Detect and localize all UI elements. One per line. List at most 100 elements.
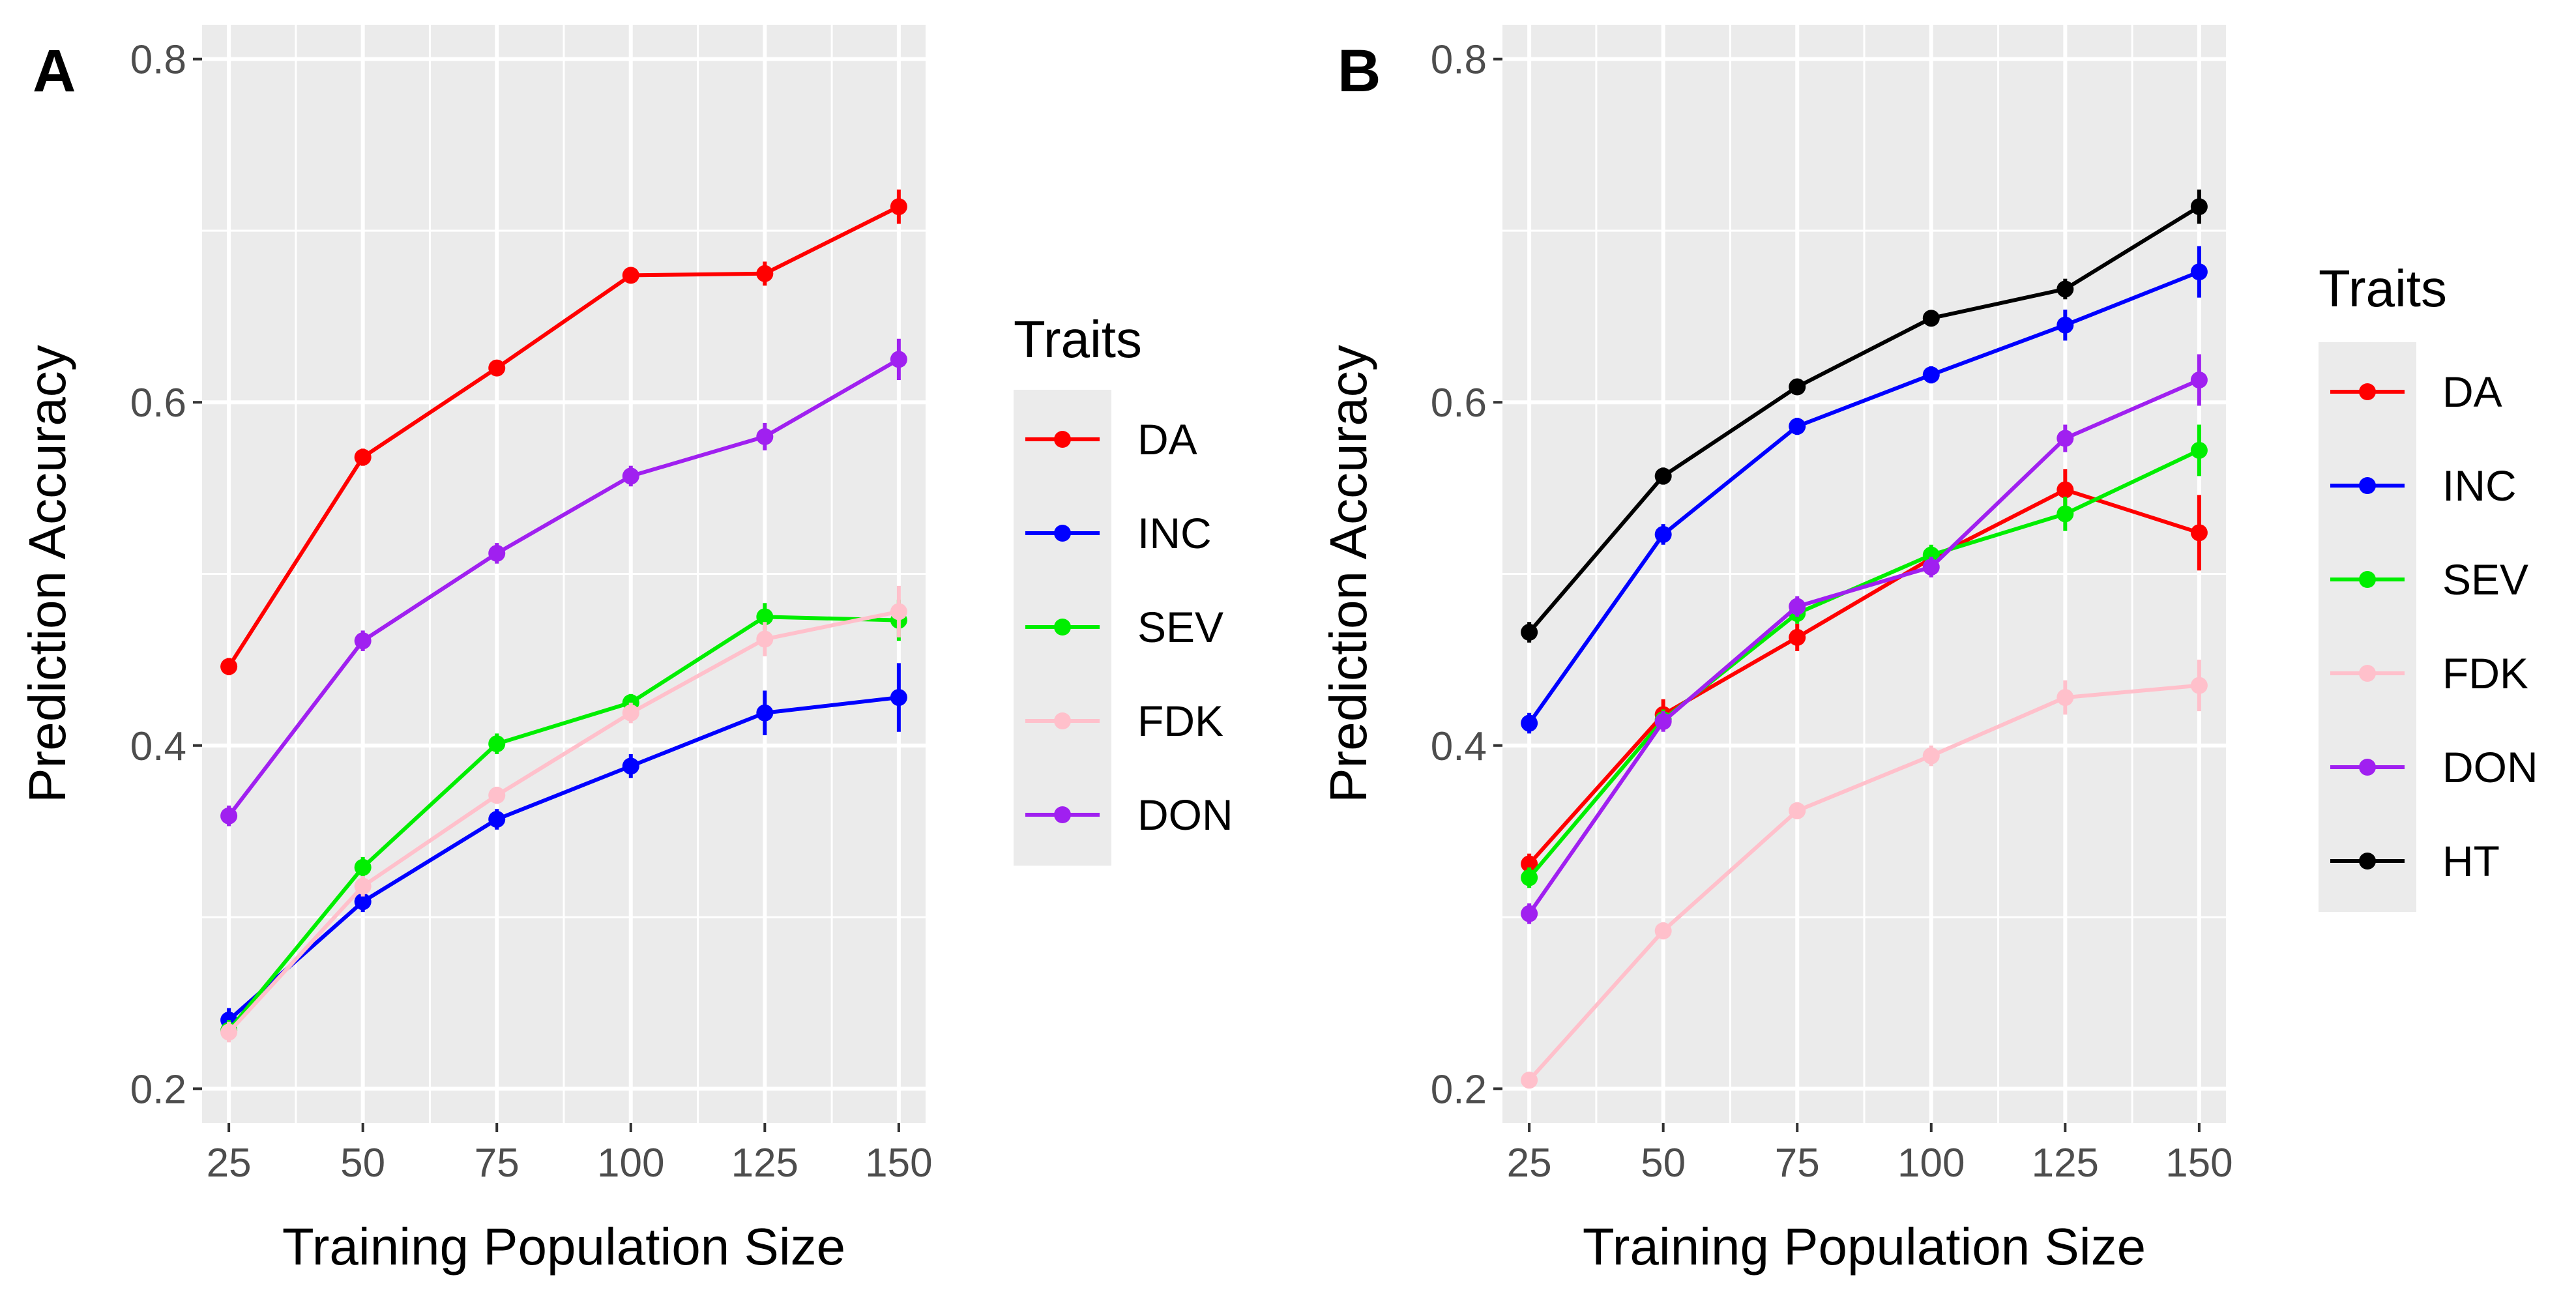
series-line-inc [1527, 270, 2200, 725]
y-tick-label: 0.2 [1431, 1067, 1487, 1112]
legend: Traits DA INC SEV FDK DON [1014, 310, 1233, 866]
data-point [890, 351, 907, 368]
data-point [354, 858, 372, 876]
x-tick-label: 100 [597, 1141, 664, 1186]
legend-label-sev: SEV [2442, 555, 2528, 604]
data-point [756, 704, 774, 722]
data-point [1521, 869, 1538, 886]
x-tick-label: 150 [2165, 1141, 2232, 1186]
series-line-don [1527, 378, 2201, 915]
x-tick-label: 50 [1641, 1141, 1686, 1186]
data-point [1654, 922, 1672, 940]
data-point [354, 632, 372, 650]
x-tick-label: 75 [475, 1141, 520, 1186]
panel-a: 0.2 0.4 0.6 0.8 25 50 75 100 125 150 Training Popu… [18, 25, 1233, 1276]
y-tick-label: 0.8 [1431, 38, 1487, 83]
series-inc [220, 663, 907, 1032]
legend-key-background [2319, 342, 2416, 912]
data-point [1654, 525, 1672, 543]
series-da [220, 189, 907, 675]
data-point [2190, 263, 2208, 281]
y-tick-label: 0.4 [1431, 724, 1487, 769]
data-point [1521, 905, 1538, 922]
series-ht [1521, 189, 2208, 643]
y-tick-label: 0.8 [130, 38, 186, 83]
legend: Traits DA INC SEV FDK DON HT [2319, 259, 2538, 912]
x-axis-title: Training Population Size [282, 1218, 845, 1276]
data-point [2190, 441, 2208, 459]
series-line-fdk [227, 609, 900, 1034]
legend-label-don: DON [1137, 791, 1233, 839]
x-tick-label: 75 [1775, 1141, 1820, 1186]
legend-label-da: DA [1137, 415, 1197, 463]
data-point [354, 448, 372, 466]
data-point [2056, 481, 2074, 499]
data-point [890, 198, 907, 216]
data-point [622, 467, 639, 485]
data-point [488, 359, 506, 377]
legend-label-don: DON [2442, 743, 2538, 791]
x-tick-label: 50 [340, 1141, 385, 1186]
legend-label-fdk: FDK [1137, 697, 1223, 745]
legend-key-point [2359, 759, 2376, 776]
data-point [1654, 712, 1672, 730]
series-line-da [227, 205, 900, 668]
data-point [1789, 418, 1806, 435]
series-fdk [1521, 660, 2208, 1089]
series-fdk [220, 585, 907, 1043]
data-point [488, 735, 506, 753]
data-point [756, 428, 774, 445]
x-axis-title: Training Population Size [1583, 1218, 2146, 1276]
x-tick-label: 125 [2032, 1141, 2099, 1186]
data-point [756, 608, 774, 626]
series-line-don [227, 357, 900, 817]
data-point [1922, 366, 1940, 384]
series-don [220, 338, 907, 826]
legend-key-point [2359, 383, 2376, 400]
data-point [1521, 624, 1538, 641]
series-line-da [1527, 488, 2200, 866]
legend-key-point [1054, 525, 1071, 542]
series-line-inc [227, 695, 900, 1022]
y-axis-title: Prediction Accuracy [18, 345, 76, 803]
legend-label-fdk: FDK [2442, 649, 2528, 697]
legend-key-point [2359, 665, 2376, 682]
data-point [354, 893, 372, 911]
legend-label-da: DA [2442, 368, 2502, 416]
data-point [1789, 628, 1806, 646]
legend-key-point [1054, 619, 1071, 636]
data-point [756, 265, 774, 282]
data-point [1922, 747, 1940, 765]
y-axis-title: Prediction Accuracy [1319, 345, 1377, 803]
data-point [220, 658, 238, 675]
panel-label: A [33, 38, 76, 104]
data-point [756, 630, 774, 648]
series-line-ht [1527, 205, 2201, 634]
x-tick-label: 25 [1507, 1141, 1552, 1186]
series-inc [1521, 246, 2208, 734]
data-point [1922, 546, 1940, 564]
data-point [2190, 524, 2208, 542]
data-point [488, 544, 506, 562]
legend-label-ht: HT [2442, 837, 2500, 885]
y-tick-label: 0.6 [130, 381, 186, 426]
data-point [622, 704, 639, 722]
data-point [1654, 467, 1672, 485]
legend-title: Traits [2319, 259, 2447, 317]
series-line-fdk [1527, 683, 2200, 1082]
legend-key-point [1054, 431, 1071, 448]
y-tick-label: 0.6 [1431, 381, 1487, 426]
data-point [890, 603, 907, 621]
data-point [1789, 598, 1806, 615]
data-point [2056, 430, 2074, 447]
legend-label-sev: SEV [1137, 603, 1223, 651]
data-point [2056, 505, 2074, 523]
x-tick-label: 125 [731, 1141, 798, 1186]
data-point [1521, 1072, 1538, 1089]
series-don [1521, 354, 2208, 924]
legend-key-point [2359, 477, 2376, 494]
data-point [622, 757, 639, 775]
y-tick-label: 0.4 [130, 724, 186, 769]
data-point [2190, 677, 2208, 694]
data-point [2056, 316, 2074, 334]
